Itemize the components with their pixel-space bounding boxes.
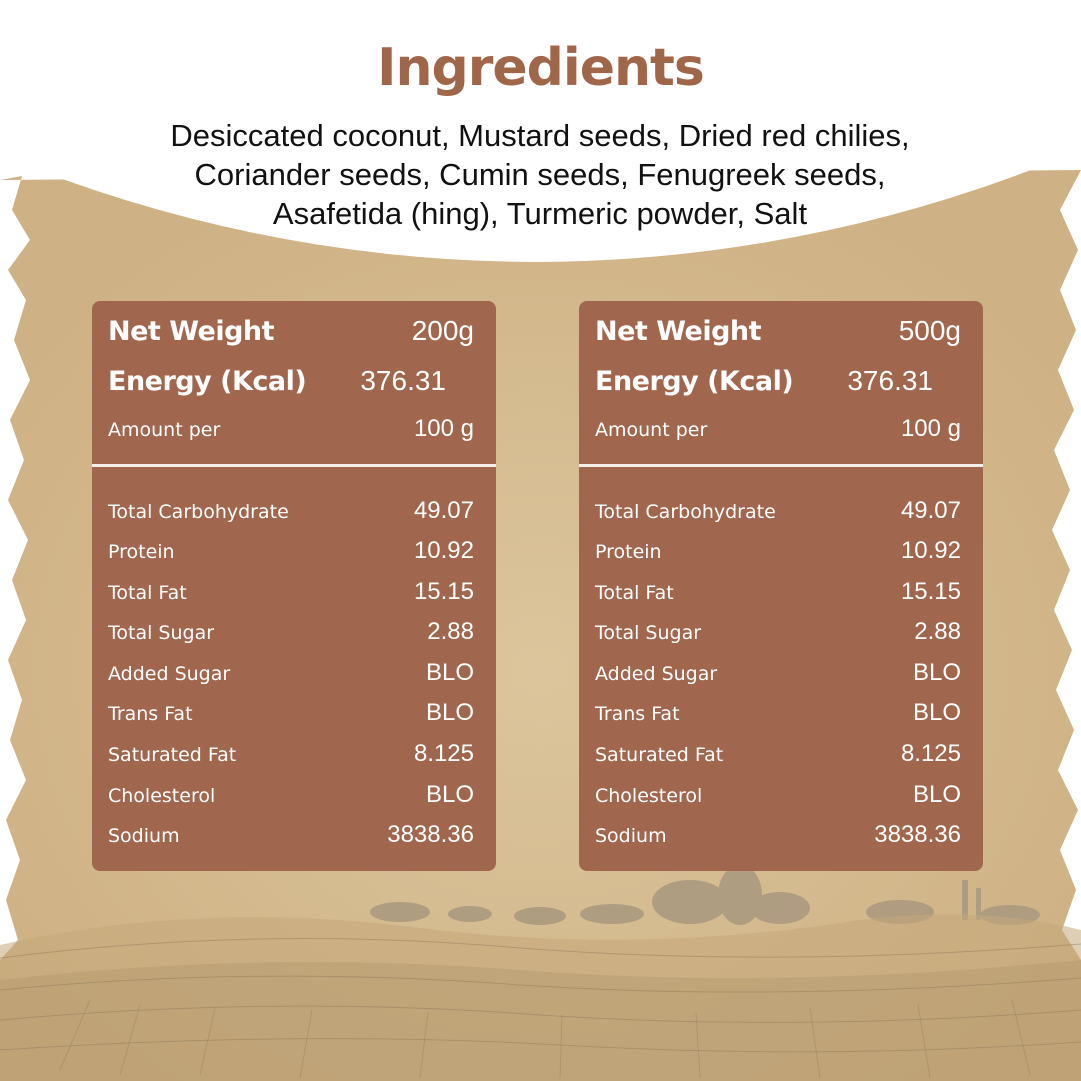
amount-value: 100 g — [900, 415, 961, 442]
nutrient-label: Trans Fat — [595, 703, 680, 725]
nutrient-value: BLO — [912, 659, 961, 686]
nutrient-row: Total Sugar 2.88 — [108, 618, 474, 646]
nutrient-label: Added Sugar — [108, 663, 231, 685]
nutrient-value: 15.15 — [900, 578, 961, 605]
nutrition-panel-500g: Net Weight 500g Energy (Kcal) 376.31 Amo… — [579, 301, 983, 871]
nutrient-value: 2.88 — [427, 618, 474, 645]
nutrient-value: 8.125 — [413, 740, 474, 767]
nutrient-label: Saturated Fat — [595, 744, 724, 766]
amount-value: 100 g — [413, 415, 474, 442]
nutrient-value: BLO — [425, 659, 474, 686]
nutrient-label: Cholesterol — [108, 785, 216, 807]
nutrient-label: Total Fat — [108, 582, 187, 604]
net-weight-value: 200g — [411, 315, 474, 346]
nutrient-row: Protein 10.92 — [595, 537, 961, 565]
ingredients-line: Asafetida (hing), Turmeric powder, Salt — [272, 196, 808, 231]
panel-divider — [579, 464, 983, 467]
nutrient-row: Added Sugar BLO — [595, 659, 961, 687]
nutrient-label: Total Carbohydrate — [595, 501, 776, 523]
nutrient-row: Trans Fat BLO — [595, 699, 961, 727]
energy-value: 376.31 — [360, 365, 446, 396]
nutrient-label: Total Sugar — [595, 622, 702, 644]
nutrient-value: 10.92 — [900, 537, 961, 564]
nutrient-value: 3838.36 — [874, 821, 961, 848]
ingredients-list: Desiccated coconut, Mustard seeds, Dried… — [90, 116, 990, 233]
nutrient-value: BLO — [425, 781, 474, 808]
nutrient-row: Cholesterol BLO — [595, 781, 961, 809]
net-weight-row: Net Weight 500g — [595, 315, 961, 347]
energy-value: 376.31 — [847, 365, 933, 396]
energy-row: Energy (Kcal) 376.31 — [595, 365, 961, 397]
energy-label: Energy (Kcal) — [108, 366, 307, 397]
panel-divider — [92, 464, 496, 467]
net-weight-row: Net Weight 200g — [108, 315, 474, 347]
nutrient-value: BLO — [425, 699, 474, 726]
nutrient-label: Added Sugar — [595, 663, 718, 685]
nutrient-label: Sodium — [595, 825, 667, 847]
ingredients-line: Coriander seeds, Cumin seeds, Fenugreek … — [194, 157, 886, 192]
nutrient-row: Total Carbohydrate 49.07 — [108, 497, 474, 525]
nutrient-value: 2.88 — [914, 618, 961, 645]
nutrition-panel-200g: Net Weight 200g Energy (Kcal) 376.31 Amo… — [92, 301, 496, 871]
nutrient-row: Total Fat 15.15 — [108, 578, 474, 606]
nutrient-value: 10.92 — [413, 537, 474, 564]
nutrient-value: 49.07 — [413, 497, 474, 524]
page-title: Ingredients — [377, 38, 705, 98]
nutrient-value: 3838.36 — [387, 821, 474, 848]
nutrient-row: Saturated Fat 8.125 — [595, 740, 961, 768]
nutrient-row: Protein 10.92 — [108, 537, 474, 565]
nutrient-row: Saturated Fat 8.125 — [108, 740, 474, 768]
energy-label: Energy (Kcal) — [595, 366, 794, 397]
net-weight-value: 500g — [898, 315, 961, 346]
energy-row: Energy (Kcal) 376.31 — [108, 365, 474, 397]
ingredients-line: Desiccated coconut, Mustard seeds, Dried… — [170, 118, 910, 153]
nutrient-row: Sodium 3838.36 — [595, 821, 961, 849]
nutrient-row: Sodium 3838.36 — [108, 821, 474, 849]
amount-row: Amount per 100 g — [595, 415, 961, 443]
nutrient-row: Added Sugar BLO — [108, 659, 474, 687]
amount-label: Amount per — [108, 419, 221, 441]
nutrient-label: Protein — [595, 541, 662, 563]
nutrient-row: Total Carbohydrate 49.07 — [595, 497, 961, 525]
nutrient-row: Total Sugar 2.88 — [595, 618, 961, 646]
nutrient-row: Cholesterol BLO — [108, 781, 474, 809]
nutrient-label: Cholesterol — [595, 785, 703, 807]
nutrient-label: Total Carbohydrate — [108, 501, 289, 523]
amount-row: Amount per 100 g — [108, 415, 474, 443]
nutrient-value: BLO — [912, 781, 961, 808]
nutrient-value: 15.15 — [413, 578, 474, 605]
amount-label: Amount per — [595, 419, 708, 441]
nutrient-label: Protein — [108, 541, 175, 563]
nutrient-label: Trans Fat — [108, 703, 193, 725]
net-weight-label: Net Weight — [108, 316, 275, 347]
nutrient-label: Sodium — [108, 825, 180, 847]
nutrient-label: Total Fat — [595, 582, 674, 604]
nutrient-row: Trans Fat BLO — [108, 699, 474, 727]
nutrient-row: Total Fat 15.15 — [595, 578, 961, 606]
nutrient-value: 49.07 — [900, 497, 961, 524]
net-weight-label: Net Weight — [595, 316, 762, 347]
nutrient-label: Saturated Fat — [108, 744, 237, 766]
nutrient-label: Total Sugar — [108, 622, 215, 644]
nutrient-value: 8.125 — [900, 740, 961, 767]
nutrient-value: BLO — [912, 699, 961, 726]
